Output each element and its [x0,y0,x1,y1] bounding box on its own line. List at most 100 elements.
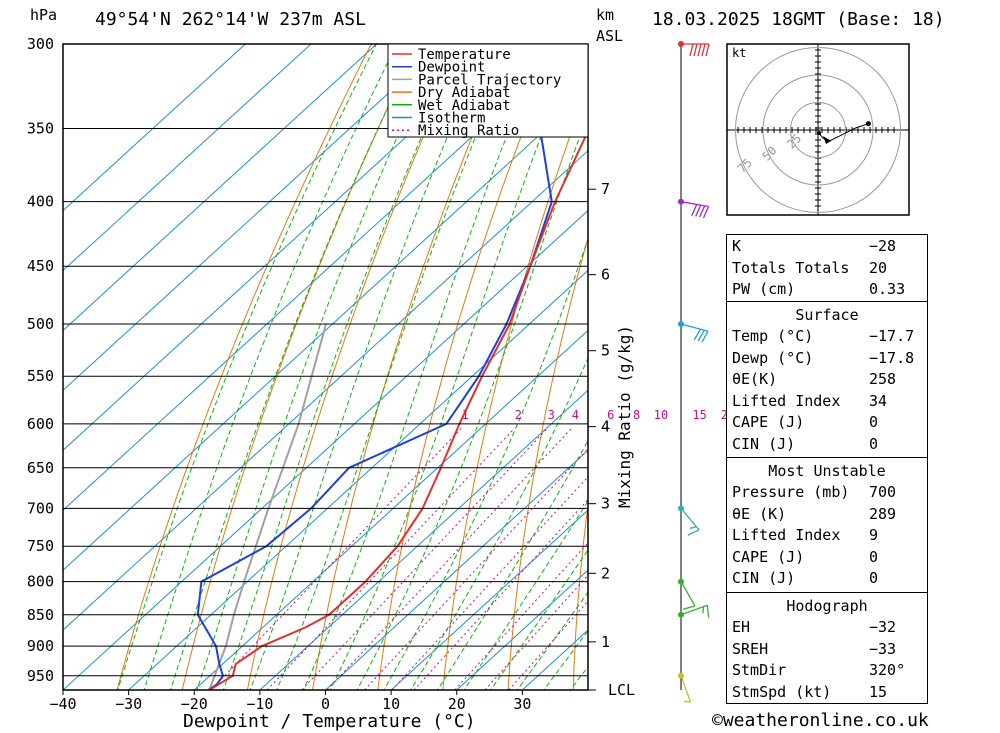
wind-barb [680,201,710,219]
mixing-ratio-line [391,476,588,690]
most-unstable-table: Most Unstable Pressure (mb) 700 θE (K) 289… [726,457,928,593]
dry-adiabat-line [181,44,419,690]
isotherm-line [456,569,588,690]
x-tick-label: 20 [448,695,466,713]
pressure-tick-label: 500 [27,315,54,333]
isotherm-line [193,329,588,690]
pressure-tick-label: 350 [27,119,54,137]
hpa-unit-label: hPa [30,6,57,24]
wet-adiabat-line [222,44,464,690]
wet-adiabat-line [463,500,588,690]
wind-barb-flag [705,43,710,57]
legend-entry-label: Wet Adiabat [418,98,511,114]
hodo-row-stmdir: StmDir 320° [732,661,906,679]
wind-barb-flag [683,700,691,703]
wind-barb-flag [689,43,694,57]
isotherm-line [325,449,588,690]
hodograph-table: Hodograph EH −32 SREH −33 StmDir 320° StmSp… [726,592,928,704]
wind-barb-flag [693,43,698,57]
wet-adiabat-line [117,44,377,690]
hodograph-endpoint [865,121,871,127]
legend-entry-label: Parcel Trajectory [418,72,561,88]
mixing-ratio-label: 15 [692,408,706,422]
mixing-ratio-label: 4 [572,408,579,422]
wind-barb-flag [706,605,710,618]
km-tick-label: LCL [608,681,635,699]
copyright-link[interactable]: ©weatheronline.co.uk [712,710,929,731]
isotherm-line [259,389,588,690]
hodograph-ring [735,47,901,213]
wind-barb-flag [693,328,701,341]
x-tick-label: −10 [246,695,273,713]
legend-entry-label: Mixing Ratio [418,123,519,139]
hodograph-kt-label: kt [732,46,746,60]
pressure-tick-label: 600 [27,415,54,433]
km-tick-label: 5 [601,342,610,360]
pressure-tick-label: 300 [27,35,54,53]
wind-barb [680,675,692,703]
isotherm-line [63,90,588,571]
location-title: 49°54'N 262°14'W 237m ASL [95,9,366,30]
km-tick-label: 1 [601,633,610,651]
wind-barb-flag [682,605,696,610]
wind-barb [680,323,709,343]
wet-adiabat-line [276,44,515,690]
pressure-tick-label: 900 [27,637,54,655]
dry-adiabat-line [507,236,588,690]
isotherm-line [128,269,588,690]
hodo-row-sreh: SREH −33 [732,639,897,658]
mu-row-thetae: θE (K) 289 [732,504,897,523]
hodograph-origin-dot [817,131,821,135]
legend-entry-label: Dry Adiabat [418,85,511,101]
wind-barb-flag [689,526,697,529]
wind-barb-flag [699,205,706,218]
isotherm-line [63,44,574,511]
mixing-ratio-line [413,498,588,690]
mixing-ratio-label: 6 [607,408,614,422]
plot-frame [62,43,589,691]
wet-adiabat-line [356,112,588,690]
dewpoint-line [196,44,553,690]
pressure-tick-label: 800 [27,573,54,591]
pressure-tick-label: 850 [27,606,54,624]
x-tick-label: 10 [382,695,400,713]
x-tick-label: 0 [321,695,330,713]
x-tick-label: −20 [181,695,208,713]
dry-adiabat-line [377,44,558,690]
km-tick-label: 4 [601,418,610,436]
wet-adiabat-line [436,439,588,690]
pressure-tick-label: 950 [27,667,54,685]
dry-adiabat-line [246,44,465,690]
wind-barb-flag [697,43,702,57]
dry-adiabat-line [572,501,588,690]
mu-row-cin: CIN (J) 0 [732,569,879,587]
isotherm-line [390,509,588,690]
x-tick-label: −40 [49,695,76,713]
pressure-tick-label: 550 [27,367,54,385]
surface-row-cin: CIN (J) 0 [732,434,879,453]
wind-barb-flag [702,206,710,219]
wet-adiabat-line [329,44,578,690]
legend-entry-label: Isotherm [418,111,485,127]
storm-motion-marker [823,136,831,144]
mu-row-pressure: Pressure (mb) 700 [732,483,897,501]
wind-barb [681,43,710,57]
wet-adiabat-line [302,44,545,690]
wind-barb [680,604,710,618]
index-row-pw: PW (cm) 0.33 [732,280,906,298]
mixing-ratio-line [266,428,515,690]
surface-title: Surface [795,306,859,324]
datetime-title: 18.03.2025 18GMT (Base: 18) [652,9,945,30]
wind-barb-flag [697,329,705,342]
asl-unit-label: ASL [596,27,623,45]
indices-table: K −28 Totals Totals 20 PW (cm) 0.33 [726,234,928,302]
surface-table: Surface Temp (°C) −17.7 Dewp (°C) −17.8 θE… [726,301,928,458]
hodograph-table-title: Hodograph [786,597,868,615]
plot-area: 1234681015202530035040045050055060065070… [27,35,758,713]
wind-barb-flag [702,606,705,614]
wet-adiabat-line [249,44,489,690]
hodograph-ring [762,74,874,186]
plot-clipped-group [63,44,588,690]
